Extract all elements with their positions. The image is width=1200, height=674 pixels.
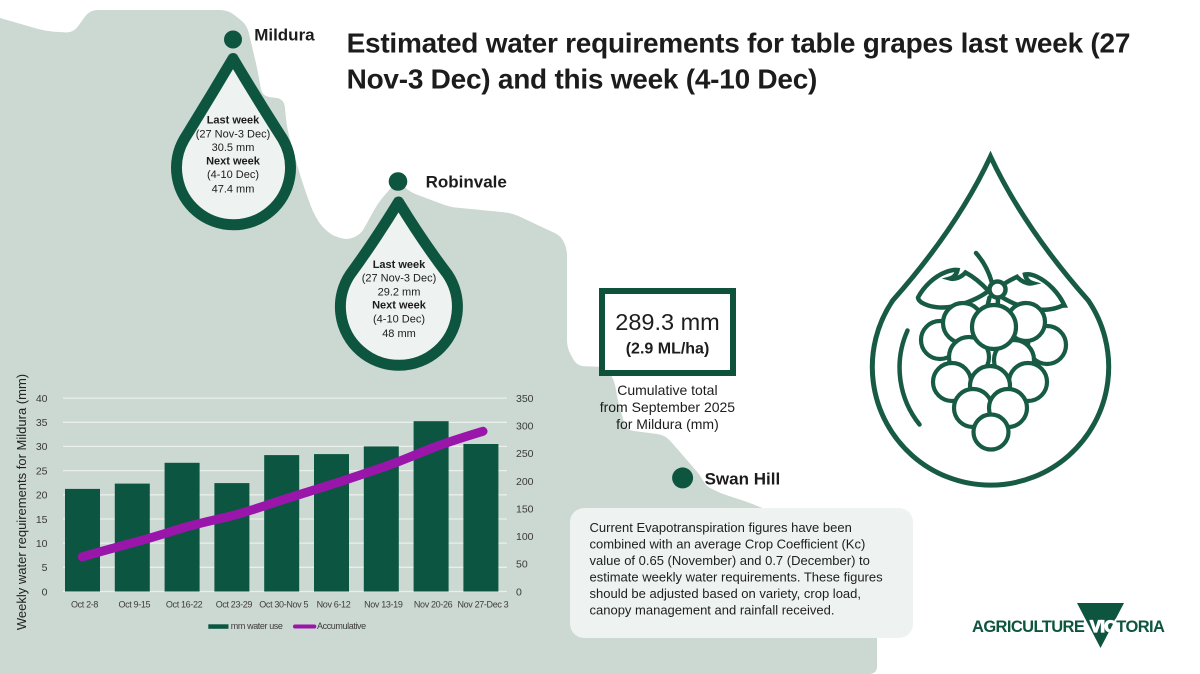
svg-text:value of 0.65 (November) and 0: value of 0.65 (November) and 0.7 (Decemb… — [590, 553, 870, 568]
svg-text:150: 150 — [516, 503, 534, 515]
svg-text:350: 350 — [516, 393, 534, 405]
svg-text:VIC: VIC — [1090, 618, 1116, 636]
svg-text:mm water use: mm water use — [231, 621, 283, 631]
svg-text:from September 2025: from September 2025 — [600, 399, 736, 415]
svg-text:(2.9 ML/ha): (2.9 ML/ha) — [626, 340, 710, 357]
svg-text:Next week: Next week — [372, 300, 427, 312]
svg-text:combined with an average Crop: combined with an average Crop Coefficien… — [590, 537, 866, 552]
svg-text:Nov 20-26: Nov 20-26 — [414, 600, 453, 610]
svg-text:Oct 16-22: Oct 16-22 — [166, 600, 203, 610]
svg-text:29.2 mm: 29.2 mm — [378, 286, 421, 298]
svg-text:30: 30 — [36, 441, 48, 453]
svg-text:289.3 mm: 289.3 mm — [615, 309, 720, 335]
svg-text:Mildura: Mildura — [254, 26, 315, 45]
svg-text:estimate weekly water requirem: estimate weekly water requirements. Thes… — [590, 570, 884, 585]
svg-text:47.4 mm: 47.4 mm — [212, 184, 255, 196]
svg-text:40: 40 — [36, 393, 48, 405]
svg-text:Swan Hill: Swan Hill — [705, 470, 781, 489]
svg-text:Nov 6-12: Nov 6-12 — [317, 600, 351, 610]
svg-text:0: 0 — [516, 586, 522, 598]
svg-text:Current Evapotranspiration fig: Current Evapotranspiration figures have … — [590, 520, 852, 535]
svg-text:25: 25 — [36, 465, 48, 477]
svg-text:Last week: Last week — [207, 115, 260, 127]
svg-text:for Mildura (mm): for Mildura (mm) — [616, 416, 719, 432]
svg-text:48 mm: 48 mm — [382, 328, 416, 340]
svg-text:(27 Nov-3 Dec): (27 Nov-3 Dec) — [362, 273, 437, 285]
svg-text:Next week: Next week — [206, 155, 261, 167]
svg-text:20: 20 — [36, 490, 48, 502]
svg-text:35: 35 — [36, 417, 48, 429]
svg-text:Nov 13-19: Nov 13-19 — [364, 600, 403, 610]
svg-text:canopy management and rainfall: canopy management and rainfall received. — [590, 603, 835, 618]
svg-text:Oct 2-8: Oct 2-8 — [71, 600, 98, 610]
svg-text:250: 250 — [516, 448, 534, 460]
svg-text:200: 200 — [516, 476, 534, 488]
svg-text:(4-10 Dec): (4-10 Dec) — [373, 313, 425, 325]
svg-text:Accumulative: Accumulative — [317, 621, 366, 631]
svg-text:0: 0 — [42, 586, 48, 598]
svg-text:Robinvale: Robinvale — [426, 173, 507, 192]
svg-text:Last week: Last week — [373, 259, 426, 271]
svg-text:TORIA: TORIA — [1116, 618, 1165, 636]
svg-text:50: 50 — [516, 559, 528, 571]
svg-text:10: 10 — [36, 538, 48, 550]
svg-text:Estimated water requirements f: Estimated water requirements for table g… — [347, 28, 1131, 59]
svg-text:300: 300 — [516, 421, 534, 433]
svg-text:Nov-3 Dec) and this week (4-10: Nov-3 Dec) and this week (4-10 Dec) — [347, 64, 818, 95]
svg-text:Oct 9-15: Oct 9-15 — [118, 600, 150, 610]
svg-text:30.5 mm: 30.5 mm — [212, 142, 255, 154]
svg-text:Weekly water requirements for: Weekly water requirements for Mildura (m… — [14, 374, 29, 630]
svg-text:5: 5 — [42, 562, 48, 574]
svg-text:Cumulative total: Cumulative total — [617, 382, 717, 398]
svg-text:(27 Nov-3 Dec): (27 Nov-3 Dec) — [196, 128, 271, 140]
svg-text:(4-10 Dec): (4-10 Dec) — [207, 169, 259, 181]
svg-text:15: 15 — [36, 514, 48, 526]
svg-text:Oct 30-Nov 5: Oct 30-Nov 5 — [259, 600, 308, 610]
svg-text:Oct 23-29: Oct 23-29 — [216, 600, 253, 610]
svg-text:should be adjusted based on va: should be adjusted based on variety, cro… — [590, 586, 862, 601]
svg-text:AGRICULTURE: AGRICULTURE — [972, 618, 1085, 636]
svg-text:100: 100 — [516, 531, 534, 543]
svg-text:Nov 27-Dec 3: Nov 27-Dec 3 — [457, 600, 508, 610]
